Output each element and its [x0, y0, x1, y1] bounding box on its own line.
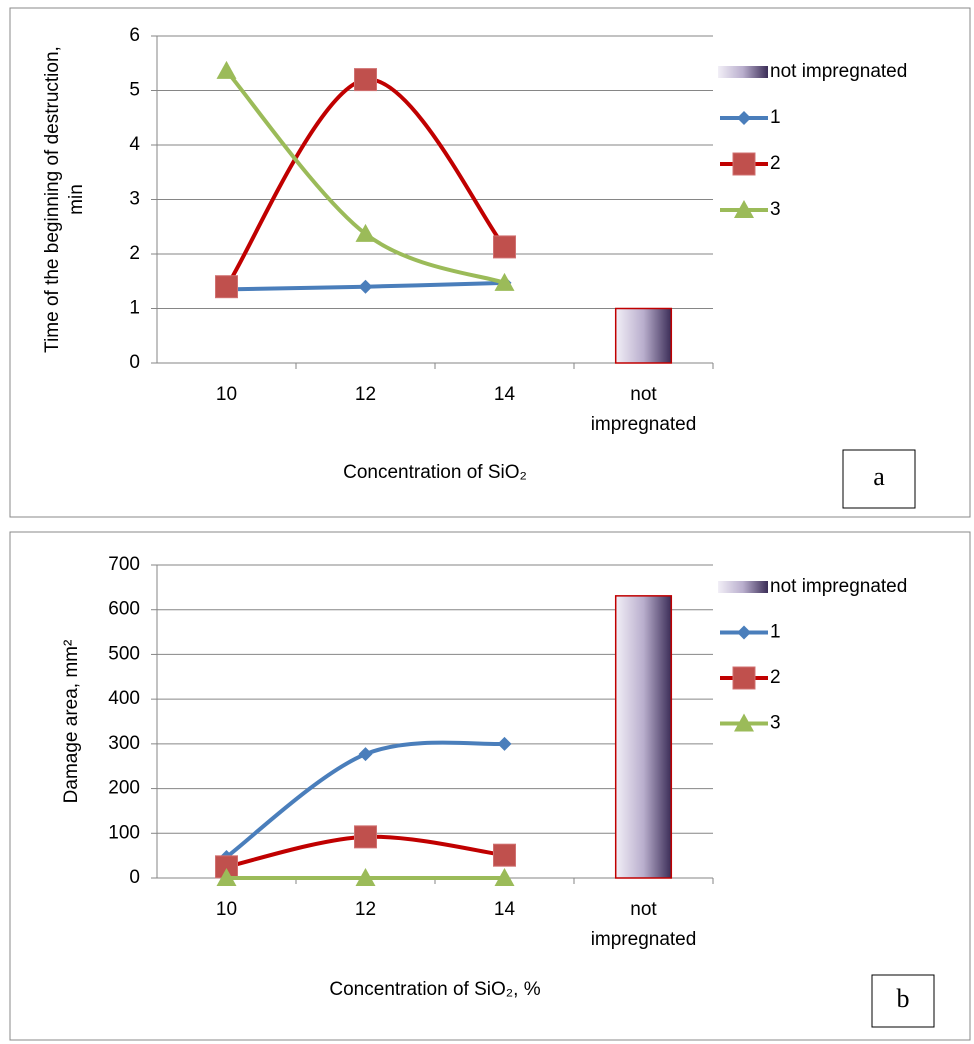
y-tick-label: 500 [108, 643, 140, 664]
legend-marker [737, 625, 751, 640]
marker [493, 843, 516, 867]
legend-label: 2 [770, 153, 781, 174]
panel-label-box [871, 974, 935, 1028]
y-axis-title: Damage area, mm² [61, 640, 82, 804]
legend-label: 1 [770, 107, 781, 128]
x-tick-label: not impregnated [591, 899, 697, 950]
y-tick-label: 6 [129, 25, 140, 46]
marker [355, 223, 376, 242]
x-tick-label: 14 [494, 899, 516, 920]
y-tick-label: 400 [108, 688, 140, 709]
x-tick-label: not impregnated [591, 384, 697, 435]
y-axis-title: min [66, 184, 87, 215]
x-tick-label-line: impregnated [591, 929, 697, 950]
y-tick-label: 700 [108, 554, 140, 575]
y-tick-label: 2 [129, 243, 140, 264]
bar [614, 595, 673, 879]
y-tick-label: 0 [129, 867, 140, 888]
y-axis-title: Time of the beginning of destruction, [42, 46, 63, 353]
panel-label: b [897, 984, 910, 1013]
y-tick-label: 3 [129, 189, 140, 210]
x-axis-title: Concentration of SiO₂, % [329, 979, 540, 1000]
x-tick-label: 12 [355, 384, 376, 405]
marker [216, 60, 237, 79]
legend-marker [734, 713, 754, 732]
legend-marker [737, 111, 751, 125]
legend-marker [734, 200, 754, 218]
legend-label: 3 [770, 199, 781, 220]
marker [493, 235, 516, 259]
marker [358, 747, 373, 762]
marker [215, 275, 238, 299]
legend-marker [732, 152, 756, 176]
x-axis-title: Concentration of SiO₂ [343, 462, 527, 483]
legend-swatch [718, 66, 768, 78]
marker [358, 279, 373, 294]
marker [497, 736, 512, 751]
panel-frame [9, 531, 971, 1041]
x-tick-label: 12 [355, 899, 376, 920]
y-tick-label: 300 [108, 733, 140, 754]
panel-label-box [842, 449, 916, 509]
legend-swatch [718, 581, 768, 593]
x-tick-label-line: not [630, 384, 657, 405]
marker [494, 868, 515, 886]
x-tick-label-line: not [630, 899, 657, 920]
y-tick-label: 5 [129, 80, 140, 101]
marker [354, 825, 377, 849]
y-tick-label: 0 [129, 352, 140, 373]
x-tick-label: 10 [216, 899, 237, 920]
marker [494, 272, 515, 291]
y-tick-label: 100 [108, 822, 140, 843]
legend-label: not impregnated [770, 61, 907, 82]
x-tick-label: 10 [216, 384, 237, 405]
marker [355, 868, 376, 886]
marker [216, 868, 237, 886]
bar [614, 307, 673, 364]
marker [354, 68, 377, 92]
y-tick-label: 1 [129, 298, 140, 319]
legend-label: 1 [770, 622, 781, 643]
x-tick-label: 14 [494, 384, 516, 405]
series-line [224, 77, 507, 288]
legend-label: 2 [770, 667, 781, 688]
legend-label: not impregnated [770, 576, 907, 597]
x-tick-label-line: impregnated [591, 414, 697, 435]
legend-marker [732, 666, 756, 690]
y-tick-label: 600 [108, 599, 140, 620]
panel-label: a [873, 462, 885, 491]
legend-label: 3 [770, 713, 781, 734]
panel-frame [9, 7, 971, 518]
y-tick-label: 4 [129, 134, 140, 155]
y-tick-label: 200 [108, 778, 140, 799]
